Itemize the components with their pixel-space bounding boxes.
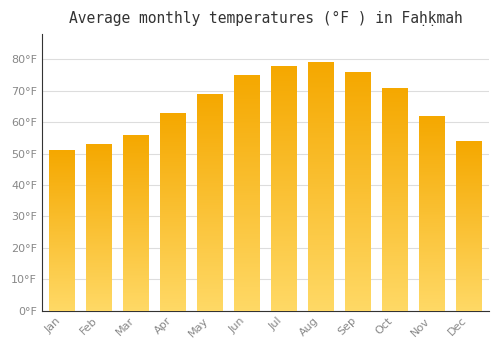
Title: Average monthly temperatures (°F ) in Faḥḳmah: Average monthly temperatures (°F ) in Fa…	[68, 11, 462, 26]
